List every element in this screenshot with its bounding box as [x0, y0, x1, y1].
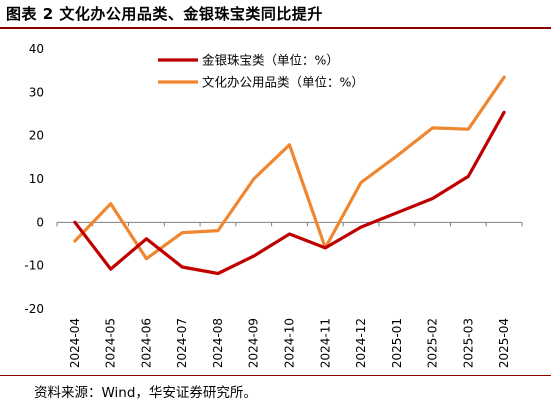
y-tick-label: 20 — [29, 129, 44, 143]
legend-label: 金银珠宝类（单位：%） — [202, 53, 339, 68]
y-tick-label: 10 — [29, 172, 44, 186]
x-tick-label: 2024-11 — [318, 318, 332, 368]
y-tick-label: -10 — [24, 259, 44, 273]
x-tick-label: 2024-12 — [354, 318, 368, 368]
y-tick-label: 30 — [29, 85, 44, 99]
x-tick-label: 2024-04 — [68, 318, 82, 368]
x-tick-label: 2025-03 — [461, 318, 475, 368]
legend-label: 文化办公用品类（单位：%） — [202, 75, 364, 90]
y-tick-label: -20 — [24, 302, 44, 316]
x-tick-label: 2024-06 — [139, 318, 153, 368]
x-tick-label: 2025-04 — [497, 318, 511, 368]
x-tick-label: 2024-05 — [104, 318, 118, 368]
x-tick-label: 2024-09 — [247, 318, 261, 368]
x-tick-label: 2025-02 — [426, 318, 440, 368]
source-divider — [0, 375, 551, 376]
series-line-1 — [73, 75, 506, 261]
series-line-0 — [73, 110, 506, 276]
x-tick-label: 2024-10 — [283, 318, 297, 368]
x-tick-label: 2024-08 — [211, 318, 225, 368]
y-tick-label: 0 — [36, 215, 44, 229]
y-tick-label: 40 — [29, 42, 44, 56]
source-note: 资料来源：Wind，华安证券研究所。 — [34, 385, 257, 401]
title-divider — [0, 27, 551, 29]
x-tick-label: 2025-01 — [390, 318, 404, 368]
x-tick-label: 2024-07 — [175, 318, 189, 368]
chart-title: 图表 2 文化办公用品类、金银珠宝类同比提升 — [6, 5, 323, 23]
